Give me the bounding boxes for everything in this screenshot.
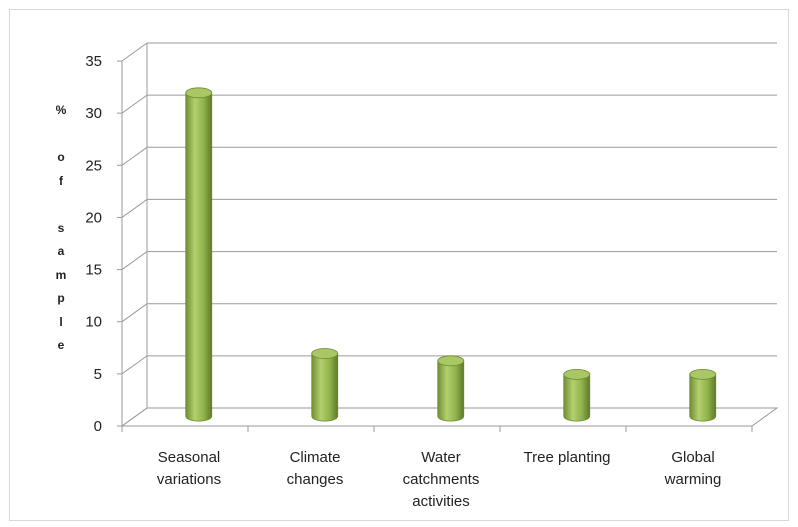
y-axis-title-letter: a xyxy=(57,244,65,258)
chart-floor xyxy=(120,407,779,427)
bar xyxy=(437,355,465,422)
y-axis-title-letter: e xyxy=(57,338,65,352)
gridline xyxy=(121,355,777,375)
bar-layer xyxy=(185,87,717,422)
bar xyxy=(689,368,717,422)
bar xyxy=(311,348,339,422)
x-tick-label: Seasonal variations xyxy=(157,449,221,488)
bar xyxy=(185,87,213,422)
y-axis-title-letter: s xyxy=(57,220,65,235)
gridline xyxy=(121,146,777,166)
y-axis-title-letter: m xyxy=(55,267,67,282)
x-tick-label: Global warming xyxy=(664,449,722,488)
y-axis-title-letter: l xyxy=(59,314,63,329)
y-tick-label: 25 xyxy=(85,157,102,174)
label-layer: 0 5 10 15 20 25 30 35 Seasonal variations Climate c… xyxy=(85,53,721,510)
bar xyxy=(563,368,591,422)
chart-frame xyxy=(9,9,789,521)
y-tick-label: 0 xyxy=(94,418,102,435)
gridline xyxy=(121,251,777,270)
y-axis-title-letter: % xyxy=(55,103,67,117)
gridline xyxy=(121,94,777,114)
y-tick-label: 15 xyxy=(85,262,102,279)
y-axis-title-letter: p xyxy=(57,291,65,305)
x-tick-label: Tree planting xyxy=(524,449,611,466)
y-axis-title-letter: o xyxy=(57,150,65,164)
y-tick-label: 30 xyxy=(85,105,102,122)
gridline xyxy=(121,303,777,323)
axis-layer xyxy=(117,43,779,432)
x-tick-label: Water catchments activities xyxy=(403,449,480,510)
y-axis-title-letter: f xyxy=(59,173,63,188)
y-tick-label: 10 xyxy=(85,314,102,331)
x-tick-label: Climate changes xyxy=(287,449,344,488)
y-tick-label: 5 xyxy=(94,366,102,383)
y-tick-label: 35 xyxy=(85,53,102,70)
y-tick-label: 20 xyxy=(85,209,102,226)
gridline xyxy=(121,198,777,218)
gridline xyxy=(121,42,777,62)
